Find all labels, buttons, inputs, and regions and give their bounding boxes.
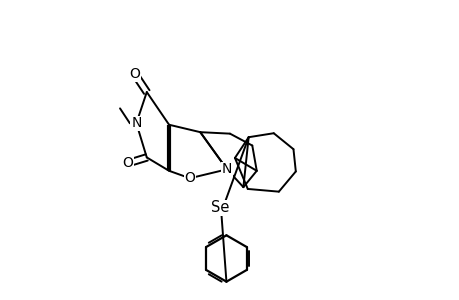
Text: O: O xyxy=(129,67,140,81)
Text: Se: Se xyxy=(211,200,229,215)
Text: N: N xyxy=(221,162,232,176)
Text: O: O xyxy=(122,156,133,170)
Text: N: N xyxy=(131,116,141,130)
Text: O: O xyxy=(184,171,195,185)
